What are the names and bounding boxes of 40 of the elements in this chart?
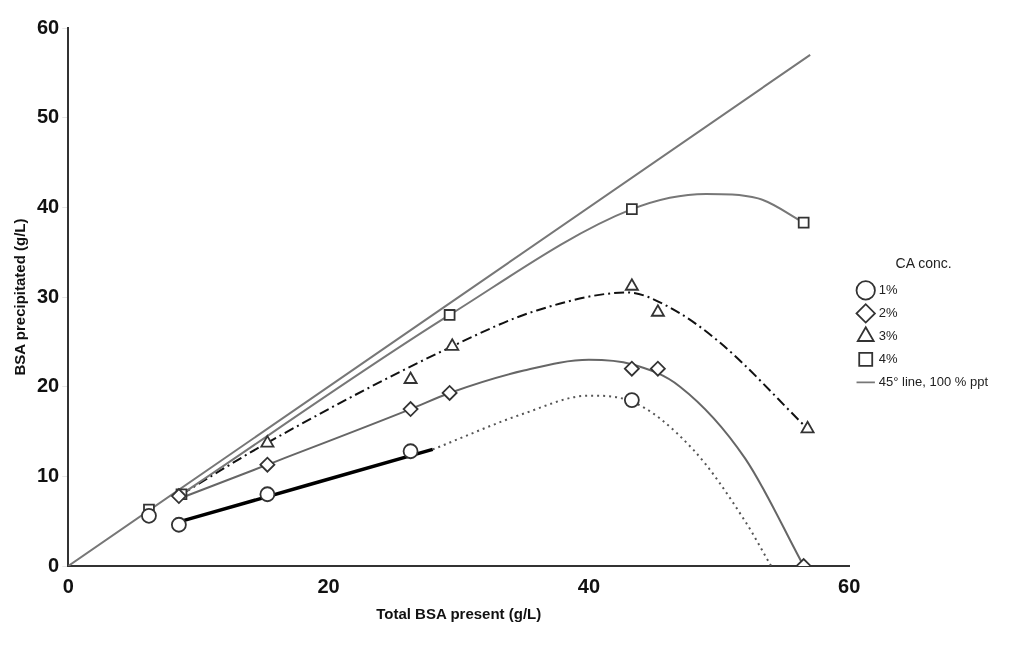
point xyxy=(624,278,639,291)
point xyxy=(141,507,157,524)
point xyxy=(260,435,275,448)
legend-label: 2% xyxy=(878,304,898,320)
point xyxy=(259,456,276,473)
point xyxy=(650,304,665,317)
point xyxy=(441,385,458,401)
legend-label: 3% xyxy=(878,327,898,343)
point xyxy=(649,360,666,377)
y-tick-label: 50 xyxy=(37,105,60,128)
x-tick-label: 40 xyxy=(577,574,601,597)
legend-label: 4% xyxy=(878,350,898,366)
point xyxy=(403,371,418,384)
y-tick-label: 0 xyxy=(48,553,60,576)
y-tick-label: 20 xyxy=(37,374,60,397)
y-tick-label: 10 xyxy=(37,463,60,486)
x-tick-label: 20 xyxy=(317,574,340,597)
y-tick-label: 30 xyxy=(37,284,60,307)
x-tick-label: 60 xyxy=(838,574,861,597)
y-tick-label: 60 xyxy=(37,15,60,38)
point xyxy=(626,203,638,215)
point xyxy=(443,309,456,321)
point xyxy=(445,338,460,351)
y-tick-label: 40 xyxy=(37,194,60,217)
x-tick-label: 0 xyxy=(62,574,74,597)
point xyxy=(623,360,640,377)
x-axis-title: Total BSA present (g/L) xyxy=(376,605,542,623)
legend-title: CA conc. xyxy=(895,254,952,271)
point xyxy=(170,516,187,533)
legend-label: 45° line, 100 % ppt xyxy=(878,373,989,389)
y-axis-title: BSA precipitated (g/L) xyxy=(11,218,29,376)
point xyxy=(402,443,419,460)
point xyxy=(623,392,640,409)
point xyxy=(800,420,815,434)
point xyxy=(402,401,419,417)
point xyxy=(259,486,276,503)
legend-label: 1% xyxy=(878,281,898,297)
point xyxy=(797,216,810,229)
point xyxy=(170,488,187,504)
line-series xyxy=(431,394,773,566)
